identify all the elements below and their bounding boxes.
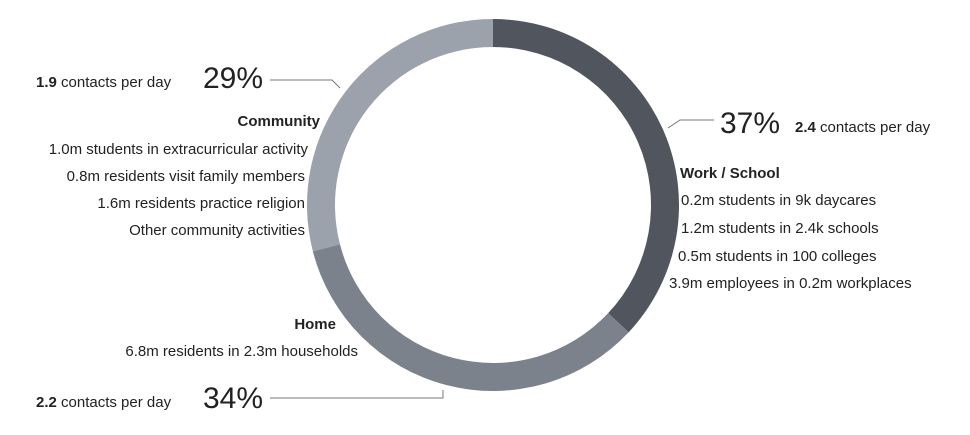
detail-text: 0.8m residents visit family members — [67, 168, 305, 185]
contacts-value: 2.2 — [36, 394, 57, 411]
donut-segment — [312, 244, 629, 392]
leader-line — [270, 390, 444, 399]
percent-label: 37% — [720, 107, 780, 140]
contacts-unit: contacts per day — [61, 394, 172, 411]
detail-text: Other community activities — [129, 222, 305, 239]
detail-text: 6.8m residents in 2.3m households — [125, 343, 358, 360]
donut-segment — [493, 19, 679, 333]
detail-text: 0.2m students in 9k daycares — [681, 192, 876, 209]
contacts-unit: contacts per day — [820, 119, 931, 136]
detail-text: 0.5m students in 100 colleges — [678, 248, 876, 265]
contacts-label: 2.4 contacts per day — [795, 119, 931, 136]
detail-text: 3.9m employees in 0.2m workplaces — [669, 275, 912, 292]
detail-text: 1.6m residents practice religion — [97, 195, 305, 212]
category-label: Community — [238, 113, 321, 130]
category-label: Work / School — [680, 165, 780, 182]
donut-segment — [307, 19, 493, 252]
leader-line — [270, 79, 341, 89]
percent-label: 34% — [203, 382, 263, 415]
category-label: Home — [294, 316, 336, 333]
contacts-label: 1.9 contacts per day — [36, 74, 172, 91]
detail-text: 1.2m students in 2.4k schools — [681, 220, 879, 237]
leader-line — [667, 119, 714, 129]
detail-text: 1.0m students in extracurricular activit… — [49, 141, 309, 158]
contacts-label: 2.2 contacts per day — [36, 394, 172, 411]
contacts-unit: contacts per day — [61, 74, 172, 91]
percent-label: 29% — [203, 62, 263, 95]
contacts-value: 2.4 — [795, 119, 817, 136]
contacts-value: 1.9 — [36, 74, 57, 91]
